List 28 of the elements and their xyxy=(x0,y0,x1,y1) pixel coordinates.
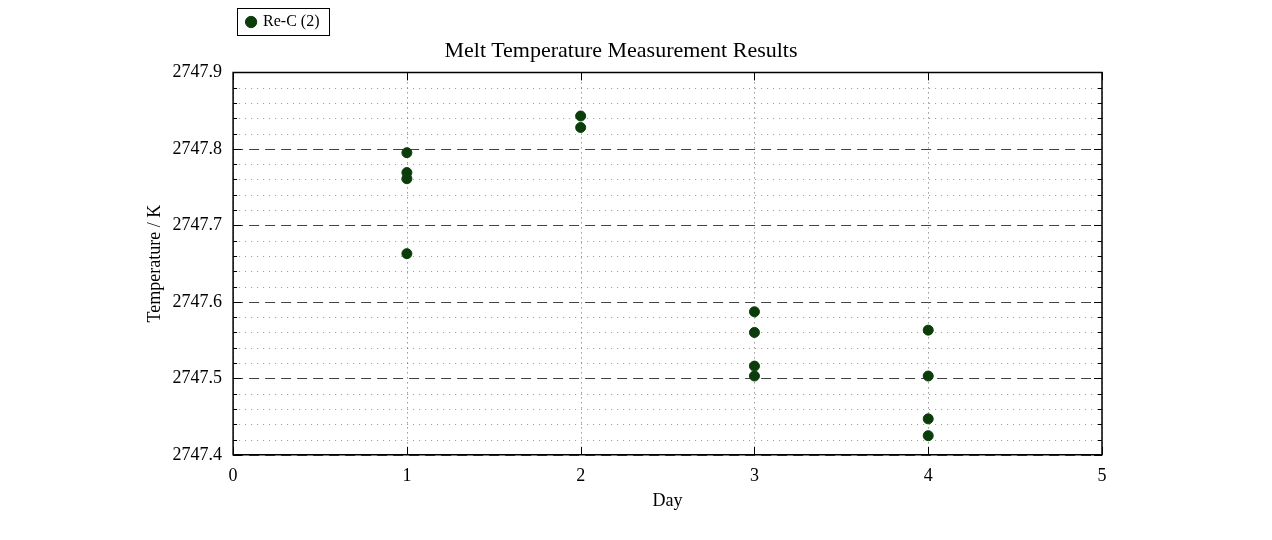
y-tick-label: 2747.6 xyxy=(172,290,223,311)
x-tick-label: 3 xyxy=(749,465,759,486)
point xyxy=(401,248,413,260)
point xyxy=(748,306,760,318)
y-tick-label: 2747.4 xyxy=(172,443,223,464)
y-tick-label: 2747.9 xyxy=(172,61,223,82)
legend-label: Re-C (2) xyxy=(263,12,320,31)
chart-title: Melt Temperature Measurement Results xyxy=(444,36,798,62)
point xyxy=(922,413,934,425)
x-tick-label: 2 xyxy=(576,465,586,486)
point xyxy=(922,370,934,382)
point xyxy=(575,121,587,133)
y-tick-label: 2747.8 xyxy=(172,137,223,158)
point xyxy=(748,360,760,372)
x-tick-label: 0 xyxy=(228,465,238,486)
point xyxy=(575,110,587,122)
x-tick-label: 1 xyxy=(402,465,412,486)
x-tick-label: 5 xyxy=(1097,465,1107,486)
y-axis-title: Temperature / K xyxy=(143,204,164,323)
point xyxy=(748,326,760,338)
y-tick-label: 2747.7 xyxy=(172,214,223,235)
point xyxy=(748,370,760,382)
point xyxy=(401,147,413,159)
point xyxy=(922,324,934,336)
x-axis-title: Day xyxy=(652,489,683,510)
y-tick-label: 2747.5 xyxy=(172,367,223,388)
x-tick-label: 4 xyxy=(923,465,933,486)
point xyxy=(922,430,934,442)
